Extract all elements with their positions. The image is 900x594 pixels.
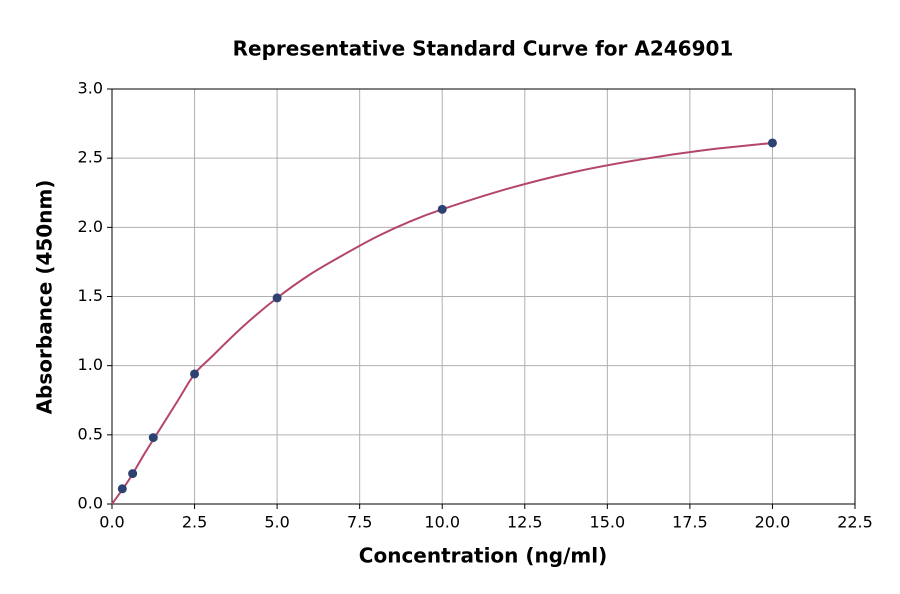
x-tick-label: 15.0 — [590, 513, 626, 532]
data-point — [148, 433, 158, 443]
chart-title: Representative Standard Curve for A24690… — [233, 37, 734, 61]
x-tick-label: 5.0 — [264, 513, 289, 532]
x-tick-label: 0.0 — [99, 513, 124, 532]
x-axis-label: Concentration (ng/ml) — [359, 544, 607, 568]
data-point — [128, 469, 138, 479]
y-axis-label: Absorbance (450nm) — [33, 180, 57, 415]
y-tick-label: 0.5 — [78, 424, 103, 443]
x-tick-label: 12.5 — [507, 513, 543, 532]
x-tick-label: 10.0 — [424, 513, 460, 532]
y-tick-label: 1.5 — [78, 286, 103, 305]
x-tick-label: 17.5 — [672, 513, 708, 532]
y-tick-label: 3.0 — [78, 79, 103, 98]
y-tick-label: 1.0 — [78, 355, 103, 374]
x-tick-label: 20.0 — [755, 513, 791, 532]
x-tick-label: 2.5 — [182, 513, 207, 532]
data-point — [272, 293, 282, 303]
y-tick-label: 0.0 — [78, 494, 103, 513]
data-point — [190, 369, 200, 379]
x-tick-label: 22.5 — [837, 513, 873, 532]
y-tick-label: 2.0 — [78, 217, 103, 236]
data-point — [117, 484, 127, 494]
fit-curve — [111, 141, 773, 505]
x-tick-label: 7.5 — [347, 513, 372, 532]
plot-frame — [111, 88, 856, 505]
y-tick-label: 2.5 — [78, 148, 103, 167]
data-point — [437, 204, 447, 214]
data-point — [767, 138, 777, 148]
